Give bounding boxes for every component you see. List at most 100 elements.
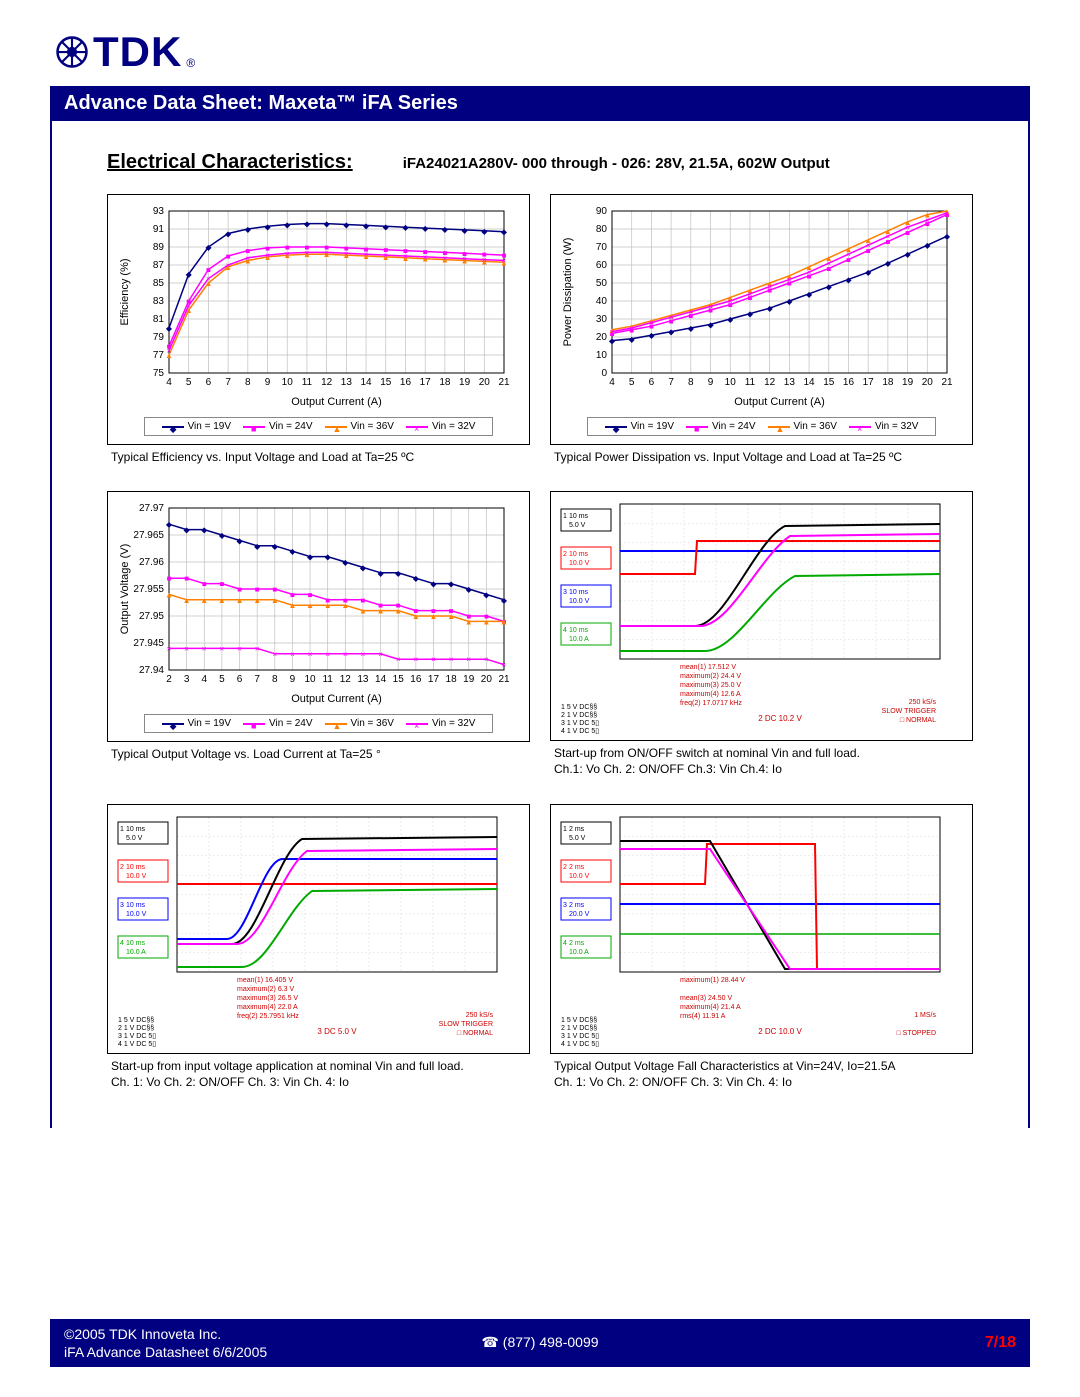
- svg-text:◆: ◆: [225, 230, 232, 239]
- svg-text:7: 7: [225, 377, 231, 388]
- svg-text:19: 19: [902, 377, 914, 388]
- svg-text:mean(3) 24.50 V: mean(3) 24.50 V: [680, 995, 732, 1002]
- svg-text:◆: ◆: [727, 315, 734, 324]
- svg-text:3 1 V DC 5▯: 3 1 V DC 5▯: [561, 1033, 599, 1040]
- svg-text:◆: ◆: [254, 542, 261, 551]
- scope6-caption: Typical Output Voltage Fall Characterist…: [550, 1054, 973, 1108]
- svg-text:▲: ▲: [165, 591, 173, 600]
- svg-text:×: ×: [443, 254, 448, 263]
- svg-text:3 1 V DC 5▯: 3 1 V DC 5▯: [118, 1033, 156, 1040]
- svg-text:80: 80: [596, 224, 608, 235]
- svg-text:◆: ◆: [483, 591, 490, 600]
- svg-text:6: 6: [649, 377, 655, 388]
- svg-text:▲: ▲: [359, 607, 367, 616]
- svg-text:■: ■: [219, 580, 224, 589]
- svg-text:27.94: 27.94: [139, 665, 164, 676]
- footer-copyright: ©2005 TDK Innoveta Inc.: [64, 1325, 267, 1343]
- svg-text:91: 91: [153, 224, 165, 235]
- svg-text:5.0 V: 5.0 V: [569, 522, 586, 529]
- svg-text:10.0 V: 10.0 V: [126, 911, 147, 918]
- svg-text:×: ×: [484, 655, 489, 664]
- svg-text:×: ×: [237, 645, 242, 654]
- svg-text:■: ■: [308, 591, 313, 600]
- svg-text:27.945: 27.945: [133, 638, 164, 649]
- logo-r-mark: ®: [186, 56, 195, 76]
- svg-text:◆: ◆: [236, 537, 243, 546]
- svg-text:▲: ▲: [394, 607, 402, 616]
- svg-text:9: 9: [265, 377, 271, 388]
- svg-text:▲: ▲: [447, 612, 455, 621]
- svg-text:×: ×: [431, 655, 436, 664]
- svg-text:11: 11: [745, 377, 756, 388]
- svg-text:■: ■: [255, 585, 260, 594]
- svg-text:×: ×: [184, 645, 189, 654]
- svg-text:◆: ◆: [905, 250, 912, 259]
- svg-text:◆: ◆: [501, 596, 508, 605]
- svg-text:9: 9: [290, 674, 296, 685]
- svg-text:13: 13: [784, 377, 796, 388]
- svg-text:2 1 V DC§§: 2 1 V DC§§: [118, 1025, 154, 1032]
- svg-text:◆: ◆: [219, 531, 226, 540]
- svg-text:◆: ◆: [944, 232, 951, 241]
- svg-text:◆: ◆: [448, 580, 455, 589]
- svg-text:2 1 V DC§§: 2 1 V DC§§: [561, 1025, 597, 1032]
- footer: ©2005 TDK Innoveta Inc. iFA Advance Data…: [50, 1319, 1030, 1367]
- svg-text:10: 10: [304, 674, 316, 685]
- svg-text:◆: ◆: [360, 564, 367, 573]
- svg-text:×: ×: [807, 268, 812, 277]
- svg-text:10 ms: 10 ms: [569, 513, 589, 520]
- svg-text:16: 16: [400, 377, 412, 388]
- svg-text:×: ×: [767, 283, 772, 292]
- chart2-legend: ◆Vin = 19V■Vin = 24V▲Vin = 36V×Vin = 32V: [587, 417, 936, 436]
- scope4-caption: Start-up from ON/OFF switch at nominal V…: [550, 741, 973, 795]
- svg-text:×: ×: [502, 661, 507, 670]
- svg-text:20: 20: [922, 377, 934, 388]
- svg-text:×: ×: [846, 250, 851, 259]
- svg-text:15: 15: [393, 674, 405, 685]
- svg-text:◆: ◆: [501, 228, 508, 237]
- svg-text:13: 13: [341, 377, 353, 388]
- svg-text:11: 11: [302, 377, 313, 388]
- svg-text:1 5 V DC§§: 1 5 V DC§§: [561, 1017, 597, 1024]
- svg-text:◆: ◆: [166, 520, 173, 529]
- svg-text:16: 16: [410, 674, 422, 685]
- footer-page: 7/18: [985, 1334, 1016, 1352]
- svg-text:90: 90: [596, 206, 608, 217]
- svg-text:5.0 V: 5.0 V: [126, 835, 143, 842]
- svg-text:2 ms: 2 ms: [569, 902, 585, 909]
- svg-text:◆: ◆: [648, 331, 655, 340]
- svg-text:×: ×: [383, 251, 388, 260]
- svg-text:▲: ▲: [306, 601, 314, 610]
- svg-text:◆: ◆: [747, 310, 754, 319]
- svg-text:▲: ▲: [500, 618, 508, 627]
- svg-text:10: 10: [282, 377, 294, 388]
- svg-text:▲: ▲: [236, 596, 244, 605]
- svg-text:▲: ▲: [271, 596, 279, 605]
- svg-text:10.0 A: 10.0 A: [569, 636, 589, 643]
- svg-text:10 ms: 10 ms: [126, 940, 146, 947]
- footer-datasheet: iFA Advance Datasheet 6/6/2005: [64, 1343, 267, 1361]
- svg-text:×: ×: [378, 650, 383, 659]
- svg-text:2 ms: 2 ms: [569, 826, 585, 833]
- svg-text:maximum(3) 26.5 V: maximum(3) 26.5 V: [237, 995, 298, 1002]
- svg-text:10 ms: 10 ms: [569, 627, 589, 634]
- svg-text:◆: ◆: [885, 259, 892, 268]
- svg-text:250 kS/s: 250 kS/s: [909, 699, 937, 706]
- svg-text:14: 14: [803, 377, 815, 388]
- svg-text:◆: ◆: [184, 526, 191, 535]
- svg-text:2: 2: [120, 864, 124, 871]
- svg-text:Output Current (A): Output Current (A): [734, 396, 824, 408]
- svg-text:×: ×: [245, 254, 250, 263]
- svg-text:×: ×: [669, 313, 674, 322]
- logo-row: TDK ®: [0, 0, 1080, 86]
- svg-text:◆: ◆: [668, 328, 675, 337]
- svg-text:freq(2) 25.7951 kHz: freq(2) 25.7951 kHz: [237, 1013, 299, 1020]
- svg-text:×: ×: [629, 324, 634, 333]
- svg-text:◆: ◆: [395, 569, 402, 578]
- chart3-legend: ◆Vin = 19V■Vin = 24V▲Vin = 36V×Vin = 32V: [144, 714, 493, 733]
- svg-text:◆: ◆: [363, 221, 370, 230]
- svg-text:10.0 V: 10.0 V: [569, 598, 590, 605]
- svg-text:◆: ◆: [845, 275, 852, 284]
- svg-text:79: 79: [153, 332, 165, 343]
- svg-text:11: 11: [322, 674, 333, 685]
